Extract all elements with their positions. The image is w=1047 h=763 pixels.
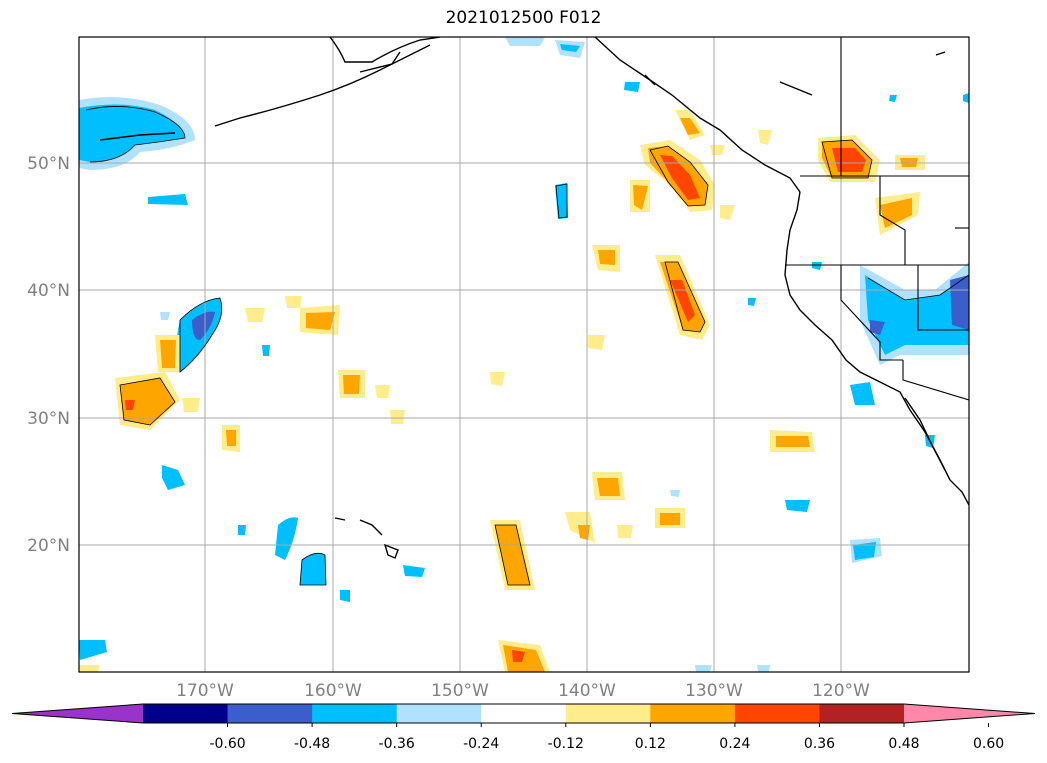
colorbar-extend-low bbox=[12, 704, 143, 723]
colorbar-tick-label: 0.60 bbox=[973, 736, 1004, 752]
lon-label-150w: 150°W bbox=[431, 681, 489, 701]
colorbar-segment bbox=[734, 704, 820, 723]
latitude-labels: 50°N 40°N 30°N 20°N bbox=[27, 154, 70, 556]
contour-lines bbox=[85, 106, 969, 586]
colorbar-tick-label: 0.36 bbox=[804, 736, 835, 752]
lon-label-160w: 160°W bbox=[304, 681, 362, 701]
colorbar-tick-label: -0.60 bbox=[209, 736, 245, 752]
colorbar-segment bbox=[143, 704, 229, 723]
anomaly-field-positive bbox=[79, 110, 925, 672]
lon-label-120w: 120°W bbox=[812, 681, 870, 701]
lat-label-50n: 50°N bbox=[27, 154, 70, 174]
colorbar-tick-label: 0.48 bbox=[888, 736, 919, 752]
colorbar-tick-label: -0.48 bbox=[294, 736, 330, 752]
longitude-labels: 170°W 160°W 150°W 140°W 130°W 120°W bbox=[176, 681, 870, 701]
colorbar-outline bbox=[11, 703, 1036, 724]
colorbar-ticks: -0.60 -0.48 -0.36 -0.24 -0.12 0.12 0.24 0.36 0.4… bbox=[209, 723, 1004, 752]
map-title: 2021012500 F012 bbox=[445, 8, 602, 28]
colorbar bbox=[11, 703, 1036, 724]
lon-label-140w: 140°W bbox=[558, 681, 616, 701]
lat-label-30n: 30°N bbox=[27, 409, 70, 429]
state-borders bbox=[785, 37, 969, 401]
colorbar-extend-high bbox=[904, 704, 1035, 723]
lon-label-170w: 170°W bbox=[176, 681, 234, 701]
colorbar-tick-label: -0.12 bbox=[548, 736, 584, 752]
map-frame bbox=[78, 36, 970, 673]
colorbar-segment bbox=[565, 704, 651, 723]
colorbar-segment bbox=[227, 704, 313, 723]
colorbar-segment bbox=[312, 704, 398, 723]
colorbar-segment bbox=[819, 704, 905, 723]
coastlines bbox=[99, 37, 969, 559]
lat-label-40n: 40°N bbox=[27, 281, 70, 301]
colorbar-tick-label: -0.36 bbox=[379, 736, 415, 752]
colorbar-segment bbox=[650, 704, 736, 723]
colorbar-tick-label: -0.24 bbox=[463, 736, 499, 752]
colorbar-segment bbox=[481, 704, 567, 723]
lon-label-130w: 130°W bbox=[685, 681, 743, 701]
anomaly-field-negative bbox=[79, 37, 969, 672]
colorbar-tick-label: 0.12 bbox=[635, 736, 666, 752]
lat-label-20n: 20°N bbox=[27, 536, 70, 556]
colorbar-tick-label: 0.24 bbox=[719, 736, 750, 752]
colorbar-segment bbox=[396, 704, 482, 723]
